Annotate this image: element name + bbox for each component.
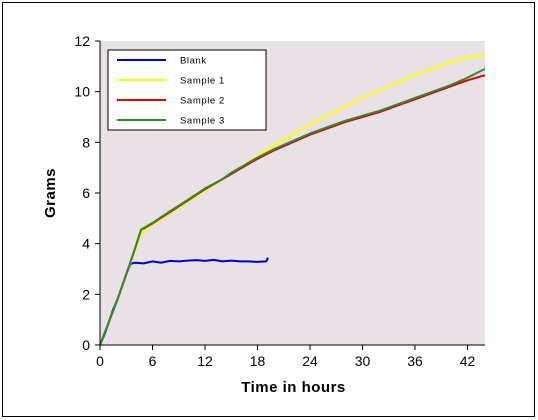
y-tick-label: 6 bbox=[82, 185, 90, 201]
x-tick-label: 18 bbox=[250, 353, 266, 369]
legend-label: Sample 3 bbox=[180, 116, 225, 127]
x-tick-label: 42 bbox=[460, 353, 476, 369]
y-axis-ticks: 0 2 4 6 8 10 12 bbox=[74, 33, 100, 353]
y-tick-label: 10 bbox=[74, 84, 90, 100]
x-tick-label: 36 bbox=[407, 353, 423, 369]
y-axis-title: Grams bbox=[42, 168, 59, 218]
x-tick-label: 12 bbox=[197, 353, 213, 369]
x-tick-label: 0 bbox=[96, 353, 104, 369]
series-line-sample-3 bbox=[99, 68, 486, 346]
x-tick-label: 24 bbox=[302, 353, 318, 369]
legend: Blank Sample 1 Sample 2 Sample 3 bbox=[107, 49, 267, 131]
y-tick-label: 4 bbox=[82, 236, 90, 252]
legend-label: Sample 1 bbox=[180, 76, 225, 87]
x-tick-label: 30 bbox=[355, 353, 371, 369]
x-tick-label: 6 bbox=[149, 353, 157, 369]
series-lines bbox=[99, 53, 486, 346]
y-tick-label: 0 bbox=[82, 337, 90, 353]
y-tick-label: 8 bbox=[82, 134, 90, 150]
y-tick-label: 2 bbox=[82, 286, 90, 302]
x-axis-title: Time in hours bbox=[241, 379, 346, 396]
legend-label: Sample 2 bbox=[180, 96, 225, 107]
legend-label: Blank bbox=[180, 56, 207, 67]
x-axis-ticks: 0 6 12 18 24 30 36 42 bbox=[96, 345, 475, 369]
y-tick-label: 12 bbox=[74, 33, 90, 49]
legend-box bbox=[107, 49, 267, 131]
